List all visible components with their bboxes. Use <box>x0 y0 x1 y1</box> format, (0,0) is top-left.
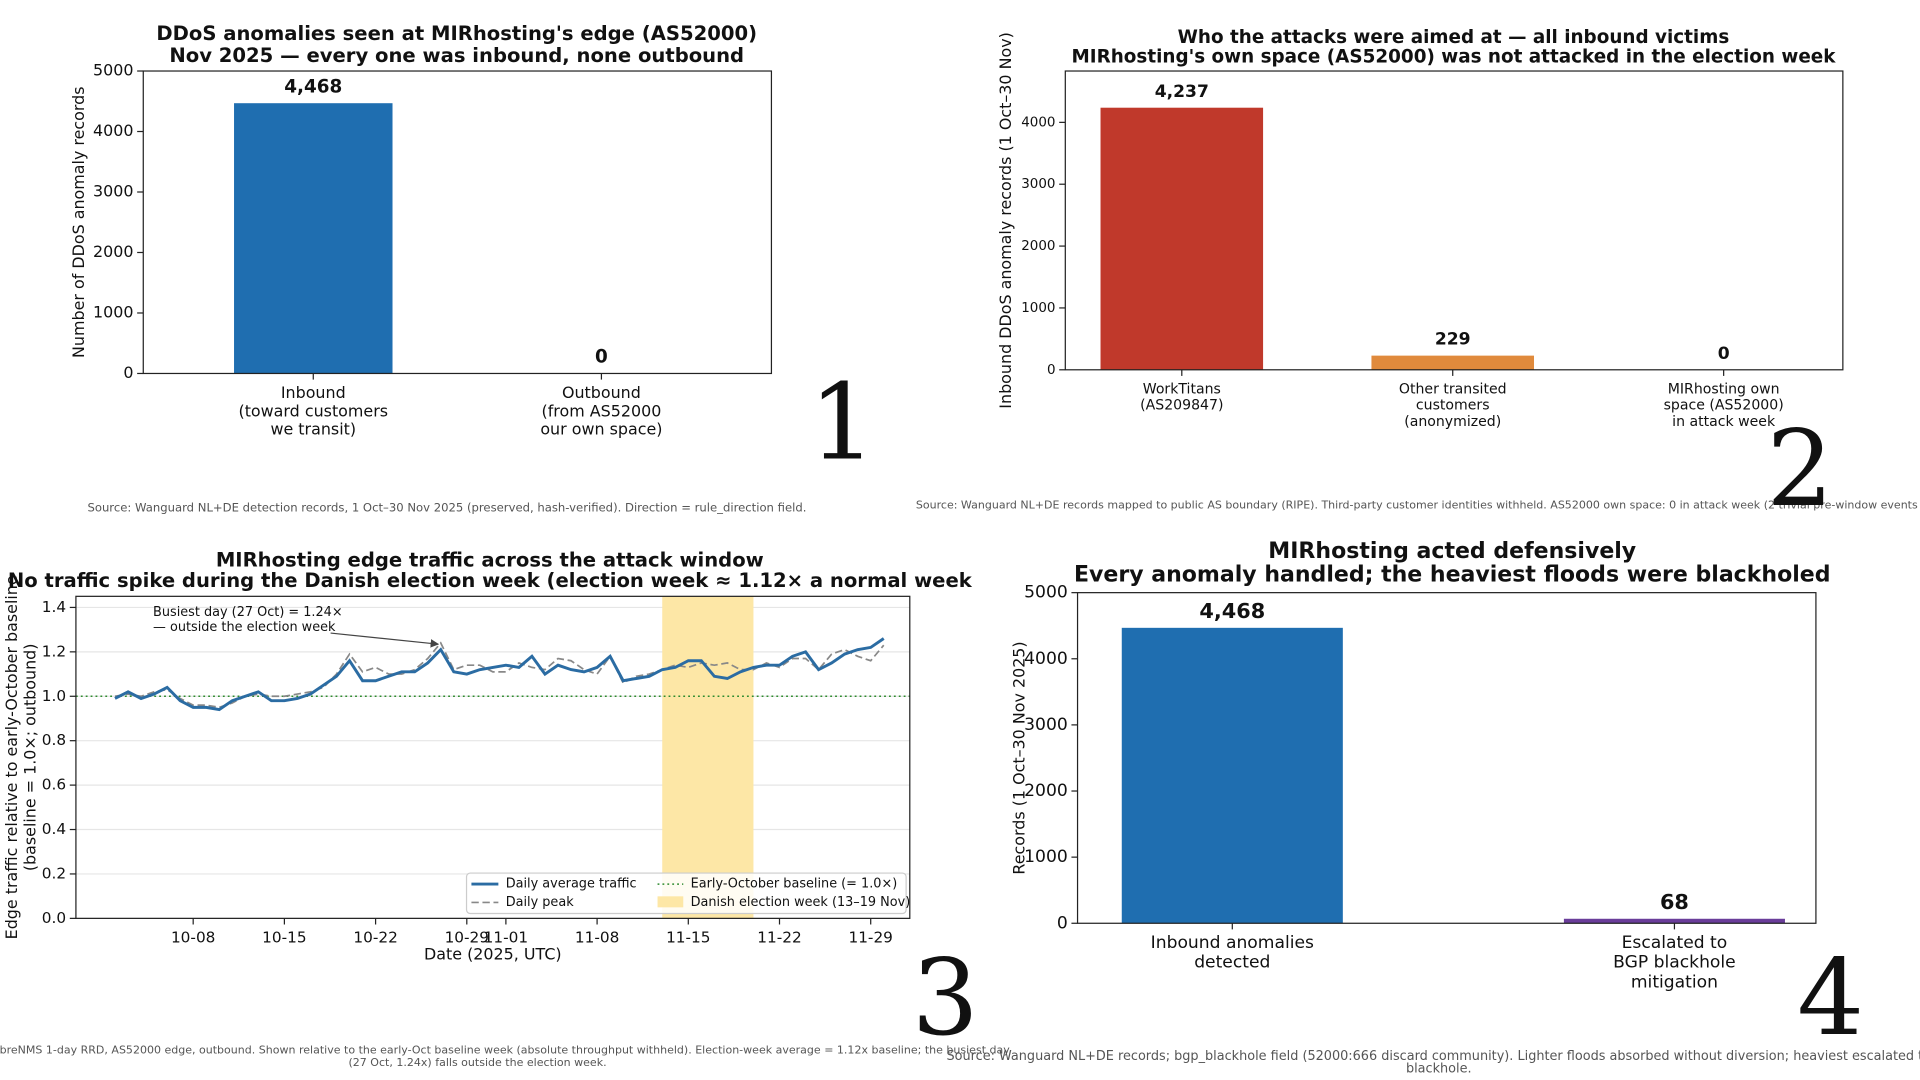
y-tick-label: 0.6 <box>42 776 66 794</box>
bar <box>234 103 393 374</box>
y-tick-label: 0.0 <box>42 909 66 927</box>
y-tick-label: 1000 <box>93 302 133 321</box>
election-week-span <box>662 596 754 919</box>
chart-title: Every anomaly handled; the heaviest floo… <box>1074 563 1831 588</box>
annotation: Busiest day (27 Oct) = 1.24× — outside th… <box>153 605 343 635</box>
chart-panel: Who the attacks were aimed at — all inbo… <box>916 27 1920 530</box>
y-tick-label: 3000 <box>93 182 133 201</box>
legend-label: Daily average traffic <box>506 877 637 892</box>
y-axis-label: Inbound DDoS anomaly records (1 Oct–30 N… <box>996 32 1015 409</box>
y-tick-label: 1.0 <box>42 687 66 705</box>
y-tick-label: 0.8 <box>42 731 66 749</box>
legend-label: Daily peak <box>506 895 575 910</box>
x-tick-label: 11-01 <box>484 928 528 946</box>
x-tick-label: Inbound anomalies detected <box>1151 933 1314 973</box>
panel-number: 1 <box>809 360 876 483</box>
y-tick-label: 2000 <box>93 242 133 261</box>
y-tick-label: 5000 <box>93 61 133 80</box>
y-axis-label: Records (1 Oct–30 Nov 2025) <box>1010 641 1029 874</box>
y-tick-label: 0.2 <box>42 864 66 882</box>
y-tick-label: 0 <box>1047 363 1056 378</box>
y-tick-label: 2000 <box>1024 781 1068 801</box>
plot-frame <box>1076 592 1817 924</box>
bar <box>1563 918 1785 924</box>
legend-label: Early-October baseline (= 1.0×) <box>691 877 898 892</box>
value-label: 0 <box>1718 344 1730 364</box>
bar <box>1121 627 1343 924</box>
chart-title: DDoS anomalies seen at MIRhosting's edge… <box>156 22 757 45</box>
y-tick-label: 0.4 <box>42 820 66 838</box>
x-tick-label: 11-22 <box>757 928 801 946</box>
y-tick-label: 5000 <box>1024 583 1068 603</box>
source-note: blackhole. <box>1406 1061 1472 1076</box>
x-tick-label: 10-22 <box>353 928 397 946</box>
bar <box>1371 355 1535 370</box>
x-tick-label: 10-08 <box>171 928 215 946</box>
x-axis-label: Date (2025, UTC) <box>424 945 562 964</box>
y-tick-label: 3000 <box>1024 715 1068 735</box>
source-note: (27 Oct, 1.24x) falls outside the electi… <box>348 1056 606 1069</box>
panel-number: 3 <box>912 936 979 1059</box>
panel-number: 2 <box>1766 407 1833 530</box>
x-tick-label: 10-15 <box>262 928 306 946</box>
y-tick-label: 4000 <box>1024 649 1068 669</box>
legend-label: Danish election week (13–19 Nov) <box>691 895 911 910</box>
source-note: Source: LibreNMS 1-day RRD, AS52000 edge… <box>0 1044 1010 1057</box>
x-tick-label: Other transited customers (anonymized) <box>1399 381 1507 429</box>
y-tick-label: 4000 <box>93 121 133 140</box>
x-tick-label: Inbound (toward customers we transit) <box>238 383 388 439</box>
value-label: 0 <box>595 347 608 368</box>
plot-frame <box>1064 70 1844 371</box>
chart-title: MIRhosting's own space (AS52000) was not… <box>1071 47 1836 68</box>
value-label: 4,468 <box>1199 599 1265 623</box>
y-tick-label: 0 <box>1057 913 1068 933</box>
x-tick-label: Escalated to BGP blackhole mitigation <box>1613 933 1736 992</box>
y-tick-label: 4000 <box>1021 115 1055 130</box>
chart-panel: DDoS anomalies seen at MIRhosting's edge… <box>69 22 876 515</box>
chart-panel: MIRhosting edge traffic across the attac… <box>0 548 1010 1069</box>
x-tick-label: Outbound (from AS52000 our own space) <box>540 383 662 439</box>
y-axis-label: Number of DDoS anomaly records <box>69 86 88 358</box>
x-tick-label: MIRhosting own space (AS52000) in attack w… <box>1664 381 1784 429</box>
value-label: 68 <box>1660 890 1689 914</box>
source-note: Source: Wanguard NL+DE detection records… <box>87 501 806 515</box>
x-tick-label: 11-29 <box>848 928 892 946</box>
y-axis-label: Edge traffic relative to early-October b… <box>2 575 39 939</box>
legend-box <box>465 872 907 915</box>
value-label: 229 <box>1435 330 1471 350</box>
annotation-arrow <box>330 632 440 648</box>
y-tick-label: 3000 <box>1021 177 1055 192</box>
y-tick-label: 1000 <box>1021 301 1055 316</box>
chart-title: MIRhosting edge traffic across the attac… <box>216 548 764 571</box>
legend-swatch <box>657 896 684 908</box>
chart-title: MIRhosting acted defensively <box>1268 539 1636 564</box>
bar <box>1100 107 1264 370</box>
y-tick-label: 1000 <box>1024 847 1068 867</box>
y-tick-label: 1.4 <box>42 598 66 616</box>
legend: Daily average traffic Daily peak Early-Oct… <box>465 872 911 915</box>
source-note: Source: Wanguard NL+DE records mapped to… <box>916 499 1920 512</box>
y-tick-label: 2000 <box>1021 239 1055 254</box>
chart-title: No traffic spike during the Danish elect… <box>8 569 973 592</box>
x-tick-label: 10-29 <box>445 928 489 946</box>
source-note: Source: Wanguard NL+DE records; bgp_blac… <box>947 1049 1920 1064</box>
value-label: 4,237 <box>1155 82 1209 102</box>
x-tick-label: 11-08 <box>575 928 619 946</box>
series-line <box>114 637 885 712</box>
value-label: 4,468 <box>284 76 342 97</box>
panel-number: 4 <box>1797 936 1864 1059</box>
chart-title: Who the attacks were aimed at — all inbo… <box>1178 27 1730 48</box>
plot-frame <box>142 70 773 375</box>
x-tick-label: WorkTitans (AS209847) <box>1140 381 1223 413</box>
y-tick-label: 0 <box>123 363 133 382</box>
x-tick-label: 11-15 <box>666 928 710 946</box>
plot-frame <box>75 595 911 919</box>
chart-title: Nov 2025 — every one was inbound, none o… <box>169 44 744 67</box>
y-tick-label: 1.2 <box>42 642 66 660</box>
